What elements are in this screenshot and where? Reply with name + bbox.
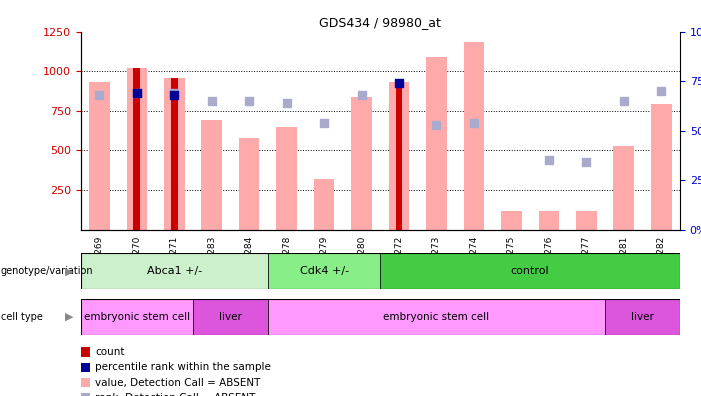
Bar: [314, 179, 334, 230]
Bar: [164, 78, 184, 230]
Point: [169, 90, 180, 96]
Point: [131, 90, 142, 96]
Text: Abca1 +/-: Abca1 +/-: [147, 266, 202, 276]
Bar: [501, 211, 522, 230]
Point: [580, 159, 592, 166]
Point: [318, 120, 329, 126]
Point: [281, 100, 292, 106]
Bar: [126, 68, 147, 230]
Point: [655, 88, 667, 94]
Text: Cdk4 +/-: Cdk4 +/-: [299, 266, 348, 276]
Bar: [426, 57, 447, 230]
Point: [431, 122, 442, 128]
Bar: [538, 211, 559, 230]
Text: percentile rank within the sample: percentile rank within the sample: [95, 362, 271, 373]
Bar: [201, 120, 222, 230]
Text: rank, Detection Call = ABSENT: rank, Detection Call = ABSENT: [95, 392, 256, 396]
Text: ▶: ▶: [65, 266, 74, 276]
Point: [393, 80, 404, 86]
Bar: [268, 253, 381, 289]
Bar: [276, 127, 297, 230]
Bar: [81, 299, 193, 335]
Title: GDS434 / 98980_at: GDS434 / 98980_at: [320, 16, 441, 29]
Text: liver: liver: [631, 312, 654, 322]
Bar: [463, 42, 484, 230]
Text: liver: liver: [219, 312, 242, 322]
Bar: [381, 253, 680, 289]
Bar: [351, 97, 372, 230]
Text: embryonic stem cell: embryonic stem cell: [383, 312, 489, 322]
Bar: [605, 299, 680, 335]
Text: value, Detection Call = ABSENT: value, Detection Call = ABSENT: [95, 377, 261, 388]
Bar: [389, 82, 409, 230]
Text: cell type: cell type: [1, 312, 43, 322]
Point: [206, 98, 217, 104]
Point: [618, 98, 629, 104]
Text: ▶: ▶: [65, 312, 74, 322]
Point: [169, 92, 180, 98]
Point: [243, 98, 254, 104]
Bar: [171, 78, 177, 230]
Bar: [613, 146, 634, 230]
Bar: [133, 68, 140, 230]
Bar: [89, 82, 109, 230]
Text: control: control: [511, 266, 550, 276]
Text: genotype/variation: genotype/variation: [1, 266, 93, 276]
Point: [131, 90, 142, 96]
Bar: [81, 253, 268, 289]
Text: embryonic stem cell: embryonic stem cell: [83, 312, 190, 322]
Bar: [395, 82, 402, 230]
Bar: [268, 299, 605, 335]
Bar: [576, 211, 597, 230]
Point: [356, 92, 367, 98]
Point: [543, 157, 554, 164]
Text: count: count: [95, 347, 125, 358]
Point: [468, 120, 479, 126]
Bar: [651, 104, 672, 230]
Point: [94, 92, 105, 98]
Bar: [193, 299, 268, 335]
Bar: [239, 138, 259, 230]
